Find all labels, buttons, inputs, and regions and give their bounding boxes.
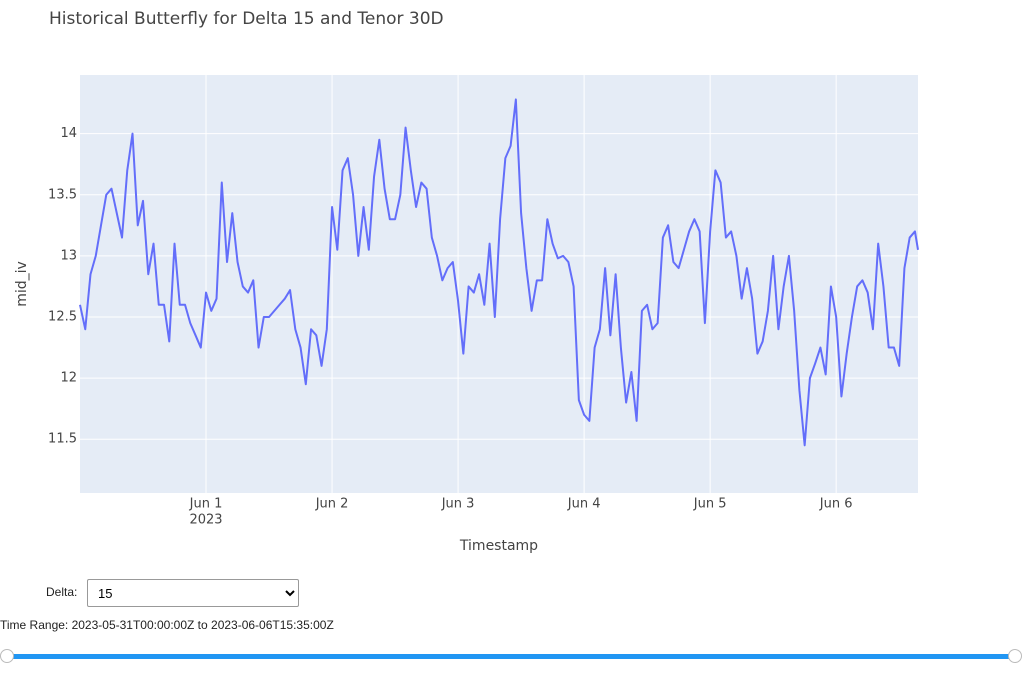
y-axis-label: mid_iv <box>14 261 30 307</box>
delta-select[interactable]: 15 <box>87 579 299 607</box>
slider-start-handle[interactable] <box>0 649 14 663</box>
y-tick-label: 12.5 <box>48 310 77 325</box>
chart: Historical Butterfly for Delta 15 and Te… <box>14 9 919 554</box>
y-tick-label: 13 <box>60 248 77 263</box>
delta-label: Delta: <box>46 585 78 599</box>
plot-background <box>80 75 918 493</box>
y-tick-label: 11.5 <box>48 432 77 447</box>
x-tick-label: Jun 3 <box>441 497 475 512</box>
x-tick-label: Jun 4 <box>567 497 601 512</box>
x-tick-label: Jun 6 <box>819 497 853 512</box>
x-tick-year: 2023 <box>189 513 222 528</box>
y-tick-label: 12 <box>60 371 77 386</box>
y-tick-label: 13.5 <box>48 187 77 202</box>
time-range-slider[interactable] <box>0 646 1036 668</box>
slider-track <box>7 654 1015 659</box>
x-tick-label: Jun 5 <box>693 497 727 512</box>
x-axis-label: Timestamp <box>459 538 538 554</box>
data-line <box>79 98 919 447</box>
x-tick-label: Jun 1 <box>189 497 223 512</box>
y-tick-label: 14 <box>60 126 77 141</box>
x-tick-label: Jun 2 <box>315 497 349 512</box>
slider-end-handle[interactable] <box>1008 649 1022 663</box>
time-range-text: Time Range: 2023-05-31T00:00:00Z to 2023… <box>0 618 334 632</box>
chart-title: Historical Butterfly for Delta 15 and Te… <box>49 9 444 29</box>
